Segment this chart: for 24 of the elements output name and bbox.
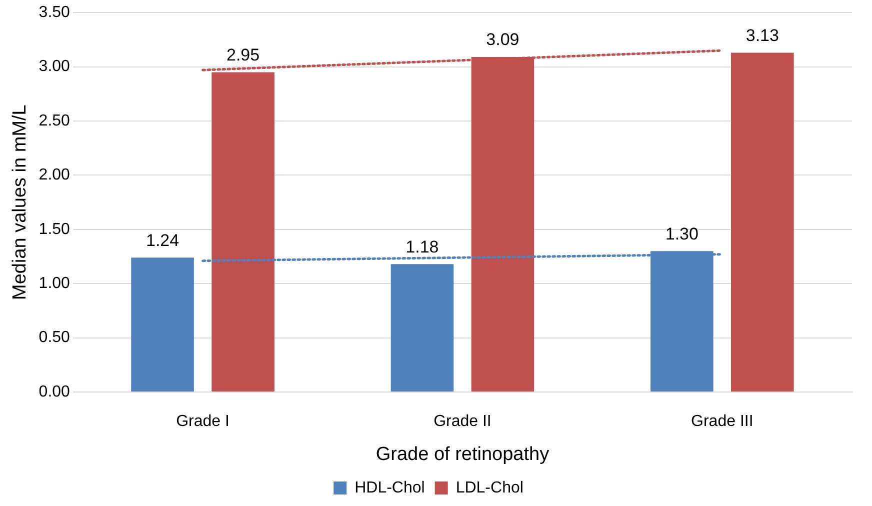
bar [390,264,454,392]
x-tick-label: Grade III [691,413,754,430]
data-label: 1.24 [146,230,180,250]
y-tick-label: 0.50 [38,329,70,346]
y-tick-label: 0.00 [38,383,70,400]
x-axis-title: Grade of retinopathy [376,444,550,465]
x-tick-label: Grade I [176,413,230,430]
bar [731,52,794,392]
data-label: 1.18 [406,237,439,256]
data-label: 2.95 [226,45,260,64]
y-tick-label: 2.00 [38,166,70,184]
y-tick-label: 3.50 [38,4,70,22]
y-tick-label: 1.00 [38,275,70,292]
bar [131,258,194,392]
y-tick-label: 3.00 [38,58,70,76]
legend-label: HDL-Chol [354,479,425,496]
data-label: 3.13 [746,26,779,45]
y-tick-label: 2.50 [38,112,70,130]
x-tick-label: Grade II [434,413,492,430]
y-tick-label: 1.50 [38,220,70,238]
data-label: 1.30 [665,224,698,244]
y-axis-title: Median values in mM/L [10,104,31,300]
data-label: 3.09 [486,30,520,50]
legend-label: LDL-Chol [456,479,524,496]
